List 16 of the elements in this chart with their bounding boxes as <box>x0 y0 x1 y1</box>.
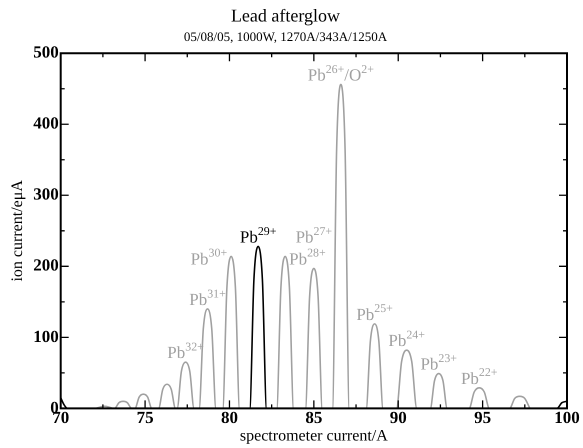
y-tick-label: 300 <box>33 184 59 204</box>
y-axis-title: ion current/eμA <box>8 180 26 282</box>
y-tick-label: 100 <box>33 326 59 346</box>
y-tick-label: 200 <box>33 256 59 275</box>
x-tick-label: 95 <box>474 408 492 427</box>
x-tick-label: 75 <box>136 408 154 427</box>
x-tick-label: 90 <box>390 408 407 427</box>
y-tick-label: 500 <box>33 42 59 62</box>
chart-subtitle: 05/08/05, 1000W, 1270A/343A/1250A <box>184 28 388 44</box>
x-tick-label: 100 <box>554 408 580 427</box>
y-tick-label: 400 <box>33 114 59 133</box>
chart-title: Lead afterglow <box>230 6 340 26</box>
line-series <box>95 84 531 408</box>
x-axis-title: spectrometer current/A <box>240 428 388 445</box>
x-tick-label: 80 <box>220 408 238 427</box>
x-tick-label: 85 <box>305 408 322 427</box>
